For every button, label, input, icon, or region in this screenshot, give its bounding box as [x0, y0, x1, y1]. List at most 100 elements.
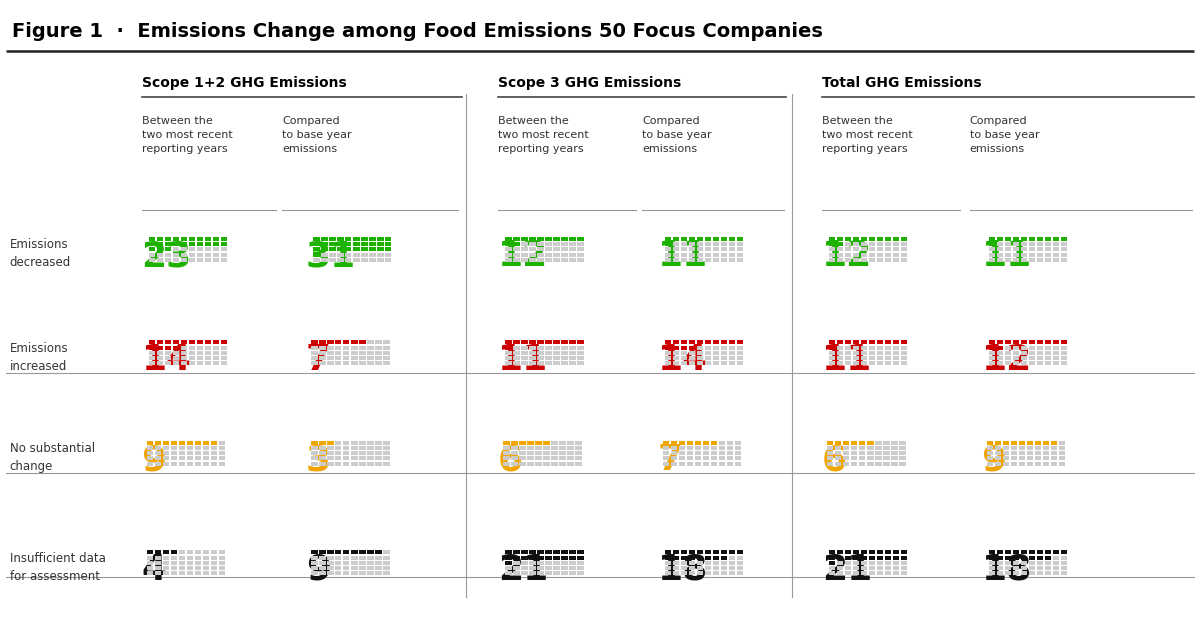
FancyBboxPatch shape [886, 258, 892, 262]
FancyBboxPatch shape [737, 248, 743, 251]
FancyBboxPatch shape [680, 566, 688, 570]
FancyBboxPatch shape [383, 351, 390, 355]
FancyBboxPatch shape [359, 446, 366, 450]
FancyBboxPatch shape [343, 340, 349, 344]
FancyBboxPatch shape [1003, 456, 1009, 460]
FancyBboxPatch shape [559, 456, 565, 460]
FancyBboxPatch shape [1013, 556, 1019, 559]
FancyBboxPatch shape [862, 253, 868, 256]
FancyBboxPatch shape [197, 351, 203, 355]
FancyBboxPatch shape [353, 258, 360, 262]
FancyBboxPatch shape [361, 248, 367, 251]
FancyBboxPatch shape [346, 258, 352, 262]
FancyBboxPatch shape [1052, 351, 1060, 355]
FancyBboxPatch shape [721, 556, 727, 559]
FancyBboxPatch shape [385, 242, 391, 246]
FancyBboxPatch shape [155, 441, 161, 445]
FancyBboxPatch shape [697, 345, 703, 349]
FancyBboxPatch shape [538, 258, 544, 262]
FancyBboxPatch shape [877, 248, 883, 251]
FancyBboxPatch shape [995, 456, 1001, 460]
FancyBboxPatch shape [179, 571, 185, 576]
Text: Between the
two most recent
reporting years: Between the two most recent reporting ye… [142, 116, 233, 154]
FancyBboxPatch shape [1028, 258, 1036, 262]
FancyBboxPatch shape [197, 258, 203, 262]
FancyBboxPatch shape [529, 237, 535, 241]
FancyBboxPatch shape [1061, 242, 1067, 246]
FancyBboxPatch shape [877, 561, 883, 565]
FancyBboxPatch shape [1037, 253, 1043, 256]
FancyBboxPatch shape [218, 456, 226, 460]
FancyBboxPatch shape [205, 237, 211, 241]
FancyBboxPatch shape [1013, 242, 1019, 246]
FancyBboxPatch shape [851, 446, 858, 450]
FancyBboxPatch shape [514, 571, 520, 576]
FancyBboxPatch shape [845, 556, 852, 559]
FancyBboxPatch shape [203, 446, 209, 450]
FancyBboxPatch shape [545, 566, 552, 570]
FancyBboxPatch shape [359, 356, 366, 360]
FancyBboxPatch shape [149, 248, 155, 251]
FancyBboxPatch shape [1021, 340, 1027, 344]
FancyBboxPatch shape [1027, 456, 1033, 460]
FancyBboxPatch shape [713, 340, 719, 344]
FancyBboxPatch shape [877, 566, 883, 570]
FancyBboxPatch shape [997, 237, 1003, 241]
FancyBboxPatch shape [869, 258, 876, 262]
FancyBboxPatch shape [704, 551, 712, 554]
FancyBboxPatch shape [569, 551, 576, 554]
FancyBboxPatch shape [1061, 345, 1067, 349]
FancyBboxPatch shape [376, 556, 382, 559]
FancyBboxPatch shape [853, 566, 859, 570]
FancyBboxPatch shape [1028, 242, 1036, 246]
FancyBboxPatch shape [170, 441, 178, 445]
FancyBboxPatch shape [893, 351, 900, 355]
FancyBboxPatch shape [319, 361, 325, 366]
FancyBboxPatch shape [376, 571, 382, 576]
FancyBboxPatch shape [545, 242, 552, 246]
FancyBboxPatch shape [367, 561, 373, 565]
FancyBboxPatch shape [353, 253, 360, 256]
FancyBboxPatch shape [1043, 456, 1049, 460]
FancyBboxPatch shape [868, 456, 874, 460]
FancyBboxPatch shape [328, 556, 334, 559]
FancyBboxPatch shape [901, 258, 907, 262]
FancyBboxPatch shape [721, 361, 727, 366]
FancyBboxPatch shape [569, 248, 576, 251]
FancyBboxPatch shape [311, 571, 318, 576]
FancyBboxPatch shape [845, 351, 852, 355]
FancyBboxPatch shape [575, 456, 582, 460]
FancyBboxPatch shape [575, 461, 582, 466]
FancyBboxPatch shape [1037, 258, 1043, 262]
FancyBboxPatch shape [686, 441, 694, 445]
FancyBboxPatch shape [553, 258, 559, 262]
FancyBboxPatch shape [343, 456, 349, 460]
FancyBboxPatch shape [511, 446, 517, 450]
FancyBboxPatch shape [538, 361, 544, 366]
FancyBboxPatch shape [899, 446, 906, 450]
FancyBboxPatch shape [671, 461, 677, 466]
FancyBboxPatch shape [367, 446, 373, 450]
FancyBboxPatch shape [737, 356, 743, 360]
FancyBboxPatch shape [1010, 451, 1018, 455]
FancyBboxPatch shape [370, 242, 376, 246]
FancyBboxPatch shape [551, 446, 558, 450]
FancyBboxPatch shape [361, 242, 367, 246]
FancyBboxPatch shape [1021, 345, 1027, 349]
FancyBboxPatch shape [218, 446, 226, 450]
FancyBboxPatch shape [1021, 237, 1027, 241]
FancyBboxPatch shape [221, 253, 227, 256]
FancyBboxPatch shape [710, 461, 718, 466]
FancyBboxPatch shape [1034, 456, 1042, 460]
FancyBboxPatch shape [859, 441, 865, 445]
FancyBboxPatch shape [205, 242, 211, 246]
FancyBboxPatch shape [527, 461, 534, 466]
FancyBboxPatch shape [577, 242, 583, 246]
FancyBboxPatch shape [1058, 451, 1066, 455]
FancyBboxPatch shape [218, 451, 226, 455]
FancyBboxPatch shape [673, 356, 679, 360]
FancyBboxPatch shape [869, 345, 876, 349]
FancyBboxPatch shape [1037, 556, 1043, 559]
FancyBboxPatch shape [514, 361, 520, 366]
FancyBboxPatch shape [737, 571, 743, 576]
